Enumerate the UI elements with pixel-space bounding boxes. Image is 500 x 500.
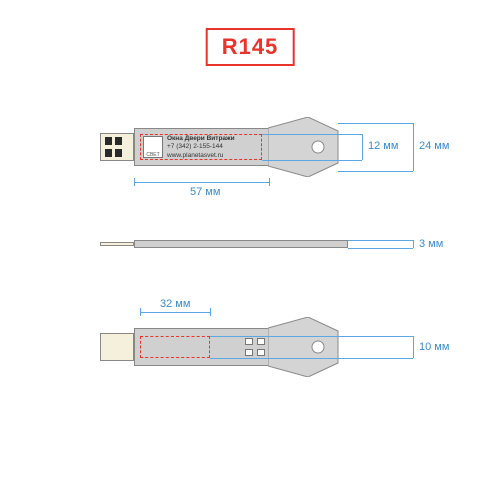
dim-ext [262, 134, 362, 135]
dim-line-h12 [362, 134, 363, 160]
dim-ext [348, 240, 413, 241]
product-code-box: R145 [206, 28, 295, 66]
dim-ext [338, 123, 413, 124]
dim-tick [134, 178, 135, 186]
usb-contact [105, 137, 112, 145]
usb-contact [115, 149, 122, 157]
dim-ext [348, 248, 413, 249]
dim-tick [210, 308, 211, 316]
dim-line-h10 [413, 336, 414, 358]
slot [257, 349, 265, 356]
slot [245, 338, 253, 345]
usb-contact [105, 149, 112, 157]
dim-ext [210, 336, 413, 337]
imprint-line3: www.planetasvet.ru [167, 152, 262, 160]
dim-line-width [134, 182, 269, 183]
dim-height-bottom: 10 мм [419, 341, 449, 353]
dim-ext [262, 160, 362, 161]
slot [257, 338, 265, 345]
dim-width-bottom: 32 мм [160, 298, 190, 310]
dim-line-thick [413, 240, 414, 248]
slot [245, 349, 253, 356]
usb-connector-bottom [100, 333, 134, 361]
dim-line-width-bottom [140, 312, 210, 313]
dim-thickness: 3 мм [419, 238, 443, 250]
logo-label: СВЕТ [143, 152, 163, 158]
imprint-area-bottom [140, 336, 210, 358]
dim-width-top: 57 мм [190, 186, 220, 198]
imprint-line1: Окна Двери Витражи [167, 135, 262, 143]
dim-ext [210, 358, 413, 359]
dim-line-h24 [413, 123, 414, 171]
dim-tick [269, 178, 270, 186]
imprint-line2: +7 (342) 2-155-144 [167, 143, 262, 151]
dim-height-inner: 12 мм [368, 140, 398, 152]
usb-contact [115, 137, 122, 145]
dim-ext [338, 171, 413, 172]
imprint-text: Окна Двери Витражи +7 (342) 2-155-144 ww… [167, 135, 262, 160]
usb-side [100, 242, 134, 246]
key-head [268, 117, 348, 177]
key-head-bottom [268, 317, 348, 377]
dim-height-outer: 24 мм [419, 140, 449, 152]
dim-tick [140, 308, 141, 316]
key-side [134, 240, 348, 248]
